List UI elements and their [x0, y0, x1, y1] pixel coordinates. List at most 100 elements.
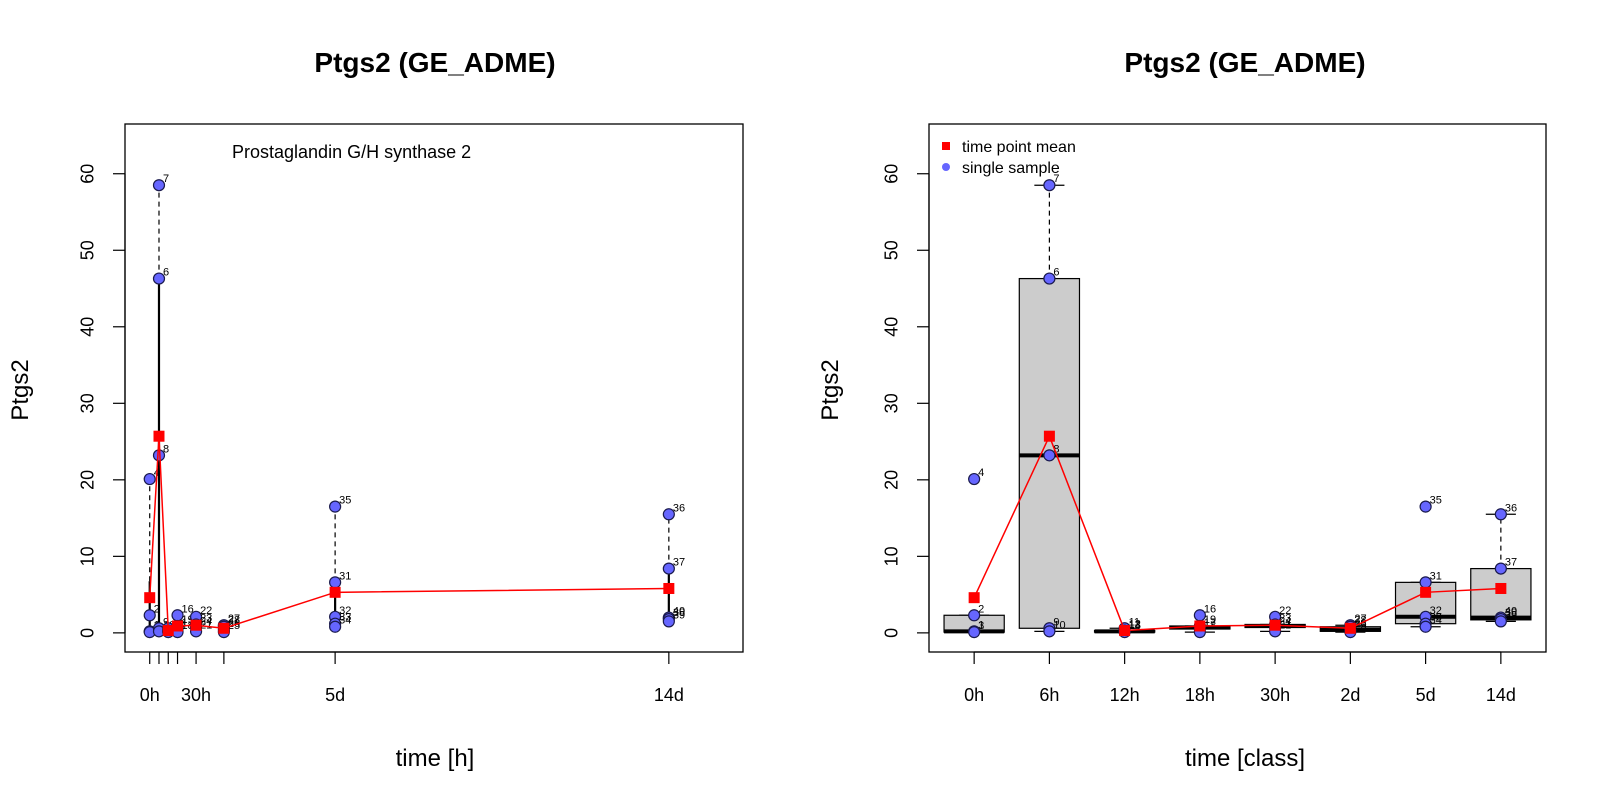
right-x-tick-label: 30h	[1260, 685, 1290, 705]
left-x-tick-label: 30h	[181, 685, 211, 705]
right-sample-point	[1043, 272, 1056, 285]
left-mean-line	[148, 436, 669, 632]
left-point-label: 23	[200, 612, 212, 624]
right-point-label: 32	[1430, 605, 1442, 617]
right-mean-line	[973, 434, 1501, 632]
left-point-label: 35	[339, 495, 351, 507]
right-point-label: 3	[978, 620, 984, 632]
left-point-label: 33	[339, 612, 351, 624]
left-sample-point	[329, 500, 342, 513]
right-x-tick-label: 18h	[1185, 685, 1215, 705]
left-plot-area: 01020304050600h30h5d14d42137689101112131…	[77, 123, 744, 705]
right-sample-point	[1494, 615, 1507, 628]
right-point-label: 11	[1129, 616, 1140, 628]
left-point-label: 16	[182, 603, 194, 615]
right-y-axis-label: Ptgs2	[817, 359, 844, 420]
right-mean-point	[1119, 625, 1131, 637]
right-point-label: 31	[1430, 570, 1442, 582]
right-y-tick-label: 10	[881, 546, 901, 566]
left-point-label: 31	[339, 570, 351, 582]
right-mean-point	[968, 592, 980, 604]
left-point-label: 27	[228, 613, 240, 625]
right-point-label: 24	[1279, 616, 1291, 628]
left-point-label: 22	[200, 605, 212, 617]
right-x-tick-label: 14d	[1486, 685, 1516, 705]
right-point-label: 9	[1053, 616, 1059, 628]
right-point-label: 33	[1430, 612, 1442, 624]
right-mean-point	[1344, 622, 1356, 634]
right-point-label: 35	[1430, 495, 1442, 507]
right-sample-point	[1043, 179, 1056, 192]
left-mean-point	[218, 622, 230, 634]
left-chart-subtitle: Prostaglandin G/H synthase 2	[232, 142, 471, 162]
left-point-label: 34	[339, 615, 351, 627]
right-y-tick-label: 30	[881, 393, 901, 413]
right-point-label: 19	[1204, 614, 1216, 626]
right-point-label: 23	[1279, 612, 1291, 624]
right-sample-point	[968, 472, 981, 486]
left-point-label: 37	[673, 557, 685, 569]
left-y-tick-label: 40	[77, 317, 97, 337]
right-mean-point	[1420, 586, 1432, 598]
right-point-label: 12	[1129, 619, 1141, 631]
right-sample-point	[1494, 562, 1507, 575]
left-sample-point	[152, 272, 166, 285]
left-mean-point	[172, 620, 184, 632]
right-box	[1470, 567, 1532, 621]
right-point-label: 16	[1204, 603, 1216, 615]
right-x-tick-label: 5d	[1416, 685, 1436, 705]
left-mean-point	[144, 592, 156, 604]
left-point-label: 8	[163, 443, 169, 455]
left-sample-point	[143, 472, 156, 486]
legend-label: time point mean	[962, 139, 1076, 156]
right-y-tick-label: 0	[881, 628, 901, 638]
left-point-label: 2	[154, 603, 160, 615]
left-y-tick-label: 10	[77, 546, 97, 566]
left-point-label: 26	[228, 618, 240, 630]
right-x-tick-label: 0h	[964, 685, 984, 705]
left-mean-point	[190, 619, 202, 631]
left-sample-point	[662, 508, 675, 521]
left-x-axis-label: time [h]	[396, 745, 475, 772]
right-y-tick-label: 20	[881, 470, 901, 490]
left-x-tick-label: 5d	[325, 685, 345, 705]
left-mean-point	[162, 625, 174, 637]
right-x-tick-label: 2d	[1340, 685, 1360, 705]
right-point-label: 22	[1279, 605, 1291, 617]
right-point-label: 10	[1053, 619, 1065, 631]
right-y-tick-label: 50	[881, 240, 901, 260]
right-mean-point	[1495, 582, 1507, 594]
left-mean-point	[663, 582, 675, 594]
right-point-label: 6	[1053, 267, 1059, 279]
left-y-tick-label: 0	[77, 628, 97, 638]
right-point-label: 2	[978, 603, 984, 615]
right-point-label: 13	[1129, 619, 1141, 631]
left-x-tick-label: 14d	[654, 685, 684, 705]
left-point-label: 24	[200, 616, 212, 628]
left-point-label: 38	[673, 607, 685, 619]
right-point-label: 4	[978, 467, 984, 479]
left-y-tick-label: 50	[77, 240, 97, 260]
left-point-label: 21	[200, 619, 212, 631]
left-sample-point	[662, 615, 675, 628]
left-x-tick-label: 0h	[140, 685, 160, 705]
right-point-label: 38	[1505, 607, 1517, 619]
right-y-tick-label: 60	[881, 164, 901, 184]
left-y-tick-label: 20	[77, 470, 97, 490]
right-point-label: 25	[1354, 620, 1366, 632]
left-sample-point	[329, 620, 342, 633]
left-y-tick-label: 30	[77, 393, 97, 413]
legend-circle-marker	[942, 163, 950, 171]
right-point-label: 1	[978, 619, 984, 631]
right-mean-point	[1194, 620, 1206, 632]
right-sample-point	[1419, 500, 1432, 513]
left-y-tick-label: 60	[77, 164, 97, 184]
right-legend: time point mean single sample	[942, 139, 1076, 177]
left-chart-title: Ptgs2 (GE_ADME)	[314, 47, 555, 78]
left-plot-frame	[124, 123, 744, 653]
left-point-label: 32	[339, 605, 351, 617]
right-sample-point	[1043, 625, 1056, 638]
right-sample-point	[1419, 620, 1432, 633]
right-x-tick-label: 6h	[1039, 685, 1059, 705]
